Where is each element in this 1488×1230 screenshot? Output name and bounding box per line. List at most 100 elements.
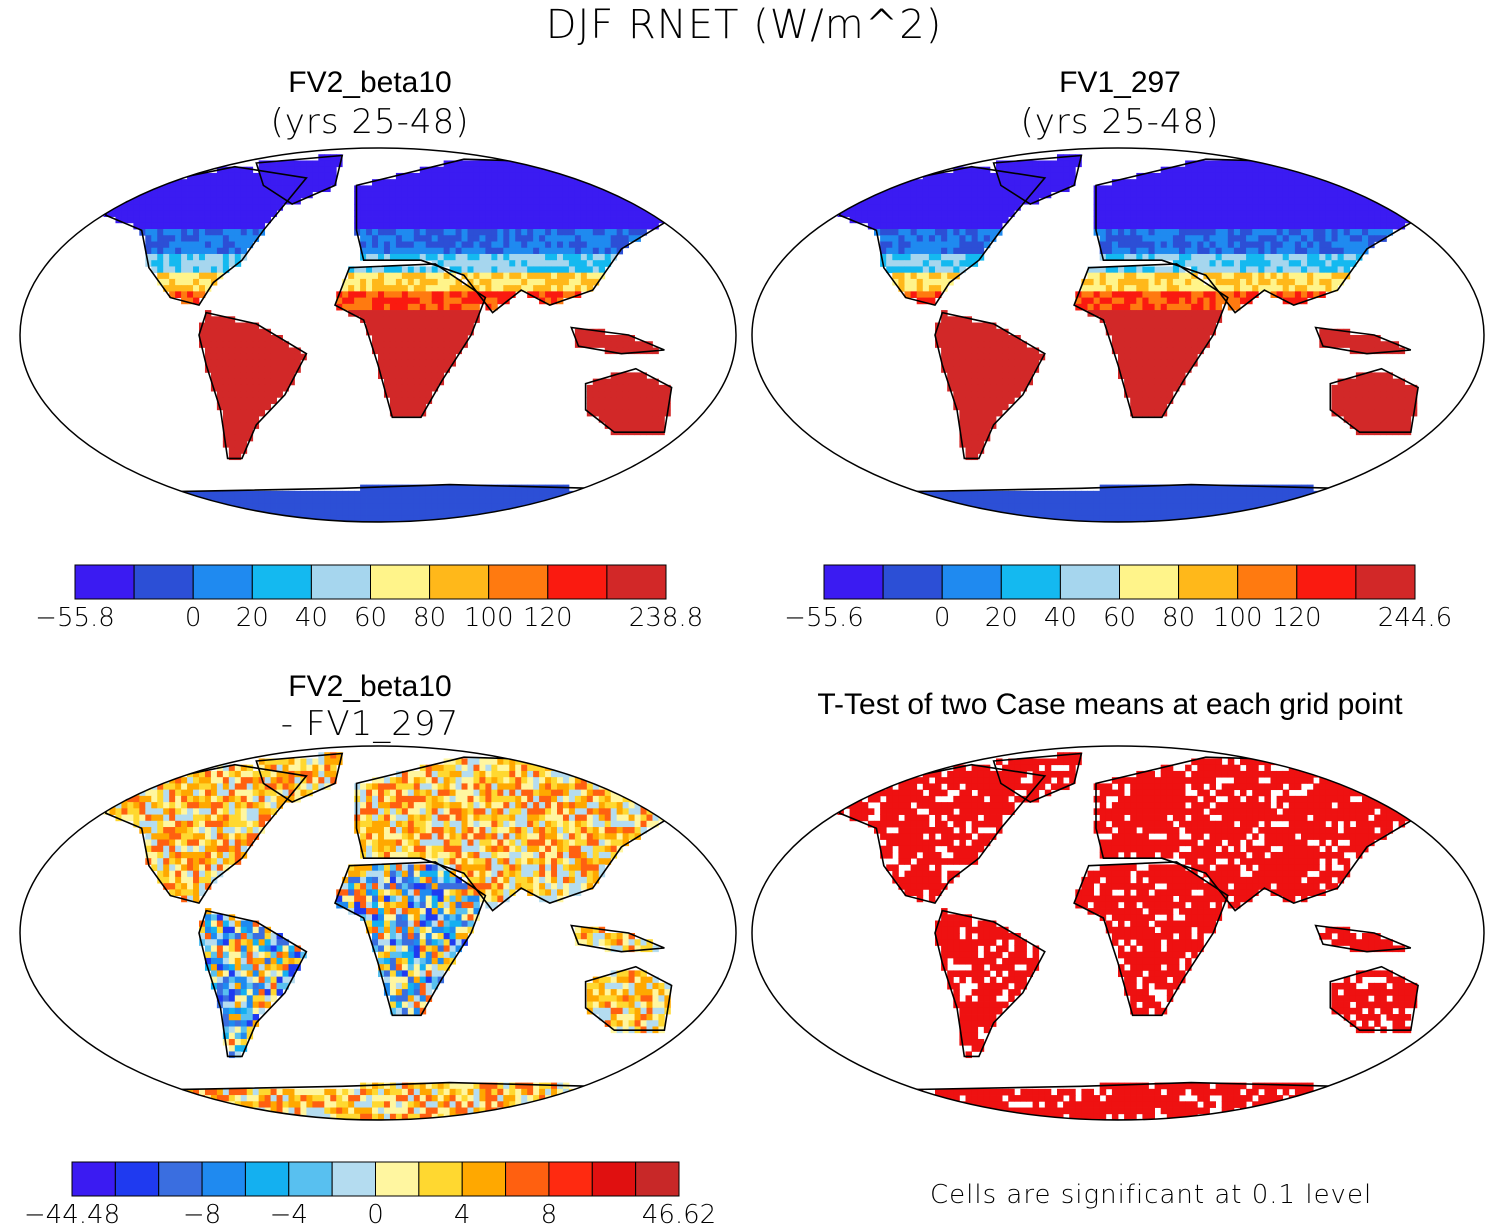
- grid-cell: [252, 210, 260, 217]
- grid-cell: [163, 241, 170, 249]
- grid-cell: [407, 378, 415, 386]
- grid-cell: [103, 204, 110, 211]
- grid-cell: [216, 372, 224, 380]
- grid-cell: [910, 266, 918, 274]
- grid-cell: [509, 266, 516, 274]
- grid-cell: [228, 428, 236, 436]
- grid-cell: [1105, 509, 1113, 517]
- grid-cell: [947, 328, 954, 336]
- grid-cell: [1014, 172, 1021, 180]
- grid-cell: [455, 160, 462, 168]
- grid-cell: [1392, 185, 1399, 193]
- grid-cell: [1154, 490, 1162, 498]
- grid-cell: [1203, 322, 1210, 330]
- grid-cell: [252, 216, 260, 224]
- grid-cell: [1166, 191, 1174, 199]
- grid-cell: [545, 297, 552, 305]
- grid-cell: [312, 166, 319, 174]
- grid-cell: [1264, 247, 1271, 255]
- grid-cell: [240, 204, 248, 211]
- grid-cell: [1343, 179, 1351, 186]
- grid-cell: [527, 197, 534, 205]
- grid-cell: [1136, 185, 1143, 193]
- grid-cell: [1209, 484, 1216, 492]
- grid-cell: [1331, 497, 1338, 504]
- grid-cell: [413, 172, 421, 180]
- grid-cell: [270, 366, 277, 373]
- grid-cell: [1142, 490, 1149, 498]
- grid-cell: [288, 347, 295, 355]
- grid-cell: [1050, 179, 1058, 186]
- grid-cell: [880, 235, 887, 242]
- grid-cell: [568, 247, 576, 255]
- grid-cell: [1343, 403, 1351, 411]
- grid-cell: [977, 247, 985, 255]
- grid-cell: [246, 172, 254, 180]
- grid-cell: [1197, 509, 1204, 517]
- grid-cell: [1130, 229, 1137, 236]
- grid-cell: [473, 179, 480, 186]
- grid-cell: [216, 335, 224, 342]
- grid-cell: [953, 266, 960, 274]
- grid-cell: [928, 509, 936, 517]
- grid-cell: [431, 229, 439, 236]
- grid-cell: [401, 216, 409, 224]
- grid-cell: [959, 166, 966, 174]
- grid-cell: [1313, 185, 1320, 193]
- grid-cell: [1337, 397, 1345, 404]
- grid-cell: [1002, 497, 1009, 504]
- grid-cell: [199, 490, 206, 498]
- grid-cell: [996, 366, 1003, 373]
- grid-cell: [1215, 247, 1223, 255]
- grid-cell: [1118, 216, 1125, 224]
- grid-cell: [1148, 303, 1155, 311]
- grid-cell: [971, 384, 979, 392]
- grid-cell: [318, 497, 325, 504]
- grid-cell: [971, 372, 979, 380]
- grid-cell: [977, 366, 985, 373]
- grid-cell: [592, 253, 600, 261]
- grid-cell: [1118, 241, 1125, 249]
- grid-cell: [509, 222, 516, 230]
- grid-cell: [383, 341, 391, 348]
- grid-cell: [425, 316, 433, 323]
- grid-cell: [240, 378, 248, 386]
- grid-cell: [252, 359, 260, 367]
- grid-cell: [222, 316, 230, 323]
- map-panel2-cells: [837, 154, 1430, 522]
- grid-cell: [252, 341, 260, 348]
- grid-cell: [947, 359, 954, 367]
- grid-cell: [425, 378, 433, 386]
- grid-cell: [204, 503, 212, 510]
- grid-cell: [1093, 272, 1101, 280]
- grid-cell: [1008, 391, 1015, 398]
- grid-cell: [1325, 204, 1332, 211]
- grid-cell: [503, 210, 510, 217]
- grid-cell: [246, 335, 254, 342]
- grid-cell: [533, 222, 540, 230]
- grid-cell: [1276, 497, 1284, 504]
- grid-cell: [592, 328, 600, 336]
- grid-cell: [1313, 191, 1320, 199]
- grid-cell: [437, 347, 445, 355]
- grid-cell: [1191, 235, 1198, 242]
- grid-cell: [461, 503, 468, 510]
- grid-cell: [252, 503, 260, 510]
- grid-cell: [533, 272, 540, 280]
- grid-cell: [1124, 384, 1131, 392]
- grid-cell: [922, 497, 930, 504]
- grid-cell: [1191, 172, 1198, 180]
- grid-cell: [539, 515, 546, 522]
- grid-cell: [1179, 210, 1186, 217]
- grid-cell: [1154, 503, 1162, 510]
- grid-cell: [1111, 266, 1119, 274]
- grid-cell: [1032, 353, 1040, 361]
- grid-cell: [425, 497, 433, 504]
- grid-cell: [604, 509, 612, 517]
- grid-cell: [965, 372, 972, 380]
- grid-cell: [258, 372, 266, 380]
- grid-cell: [1392, 179, 1399, 186]
- grid-cell: [1118, 497, 1125, 504]
- grid-cell: [586, 235, 594, 242]
- grid-cell: [378, 515, 385, 522]
